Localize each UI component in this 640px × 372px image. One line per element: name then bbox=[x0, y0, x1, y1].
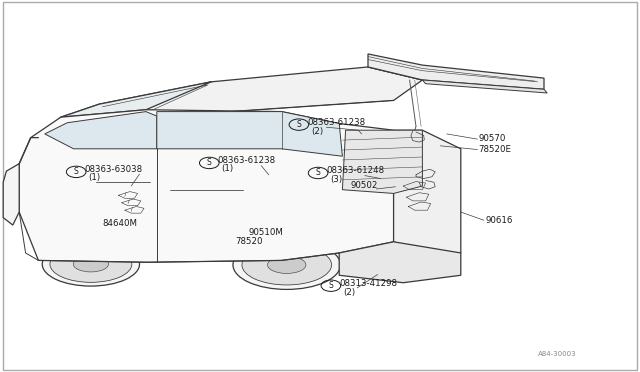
Text: 08363-63038: 08363-63038 bbox=[84, 165, 143, 174]
Polygon shape bbox=[422, 80, 547, 93]
Text: 90502: 90502 bbox=[351, 181, 378, 190]
Ellipse shape bbox=[242, 245, 332, 285]
Text: 08363-61238: 08363-61238 bbox=[218, 156, 276, 165]
Text: S: S bbox=[328, 281, 333, 290]
Ellipse shape bbox=[233, 240, 340, 289]
Polygon shape bbox=[394, 130, 461, 253]
Polygon shape bbox=[61, 82, 211, 117]
Text: (1): (1) bbox=[221, 164, 234, 173]
Ellipse shape bbox=[42, 242, 140, 286]
Ellipse shape bbox=[268, 256, 306, 273]
Text: A84-30003: A84-30003 bbox=[538, 352, 576, 357]
Ellipse shape bbox=[50, 246, 132, 282]
Polygon shape bbox=[368, 54, 544, 89]
Text: (3): (3) bbox=[330, 175, 342, 184]
Text: 90616: 90616 bbox=[485, 216, 513, 225]
Text: (2): (2) bbox=[311, 126, 323, 135]
Polygon shape bbox=[19, 110, 394, 262]
Text: (2): (2) bbox=[343, 288, 355, 296]
Text: 78520: 78520 bbox=[236, 237, 263, 246]
Text: 08363-61238: 08363-61238 bbox=[307, 118, 365, 126]
Polygon shape bbox=[157, 112, 342, 156]
Text: 90510M: 90510M bbox=[248, 228, 283, 237]
Polygon shape bbox=[45, 112, 157, 149]
Text: S: S bbox=[74, 167, 79, 176]
Text: 78520E: 78520E bbox=[479, 145, 512, 154]
Polygon shape bbox=[339, 242, 461, 283]
Text: 08313-41298: 08313-41298 bbox=[339, 279, 397, 288]
Text: S: S bbox=[316, 169, 321, 177]
Text: 90570: 90570 bbox=[479, 134, 506, 143]
Polygon shape bbox=[342, 130, 422, 193]
Text: (1): (1) bbox=[88, 173, 100, 182]
Ellipse shape bbox=[73, 256, 108, 272]
Text: 08363-61248: 08363-61248 bbox=[326, 166, 385, 175]
Polygon shape bbox=[3, 164, 19, 225]
Text: S: S bbox=[207, 158, 212, 167]
Text: 84640M: 84640M bbox=[102, 219, 138, 228]
Polygon shape bbox=[99, 67, 422, 126]
Text: S: S bbox=[296, 120, 301, 129]
